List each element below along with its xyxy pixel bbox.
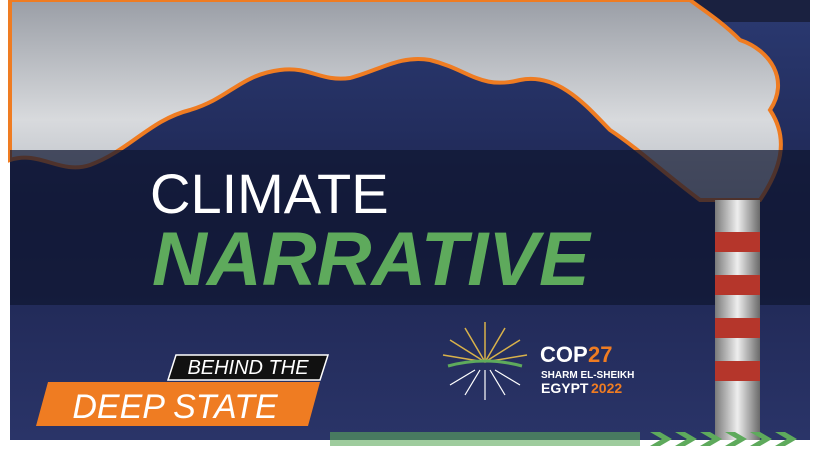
thumbnail: CLIMATE NARRATIVE BEHIND THE DEEP STATE … [0, 0, 819, 452]
logo-number: 27 [588, 342, 612, 367]
badge-top: BEHIND THE [187, 357, 309, 379]
chimney-stripe [715, 232, 760, 252]
headline-line1: CLIMATE [150, 162, 389, 225]
page: CLIMATE NARRATIVE BEHIND THE DEEP STATE … [0, 0, 819, 452]
badge-bottom: DEEP STATE [72, 388, 278, 426]
chimney-stripe [715, 318, 760, 338]
headline-line2: NARRATIVE [152, 217, 592, 302]
logo-name: COP [540, 342, 588, 367]
chimney [715, 200, 760, 440]
logo-year: 2022 [591, 380, 622, 396]
logo-country: EGYPT [541, 380, 589, 396]
chimney-stripe [715, 275, 760, 295]
chimney-stripe [715, 361, 760, 381]
